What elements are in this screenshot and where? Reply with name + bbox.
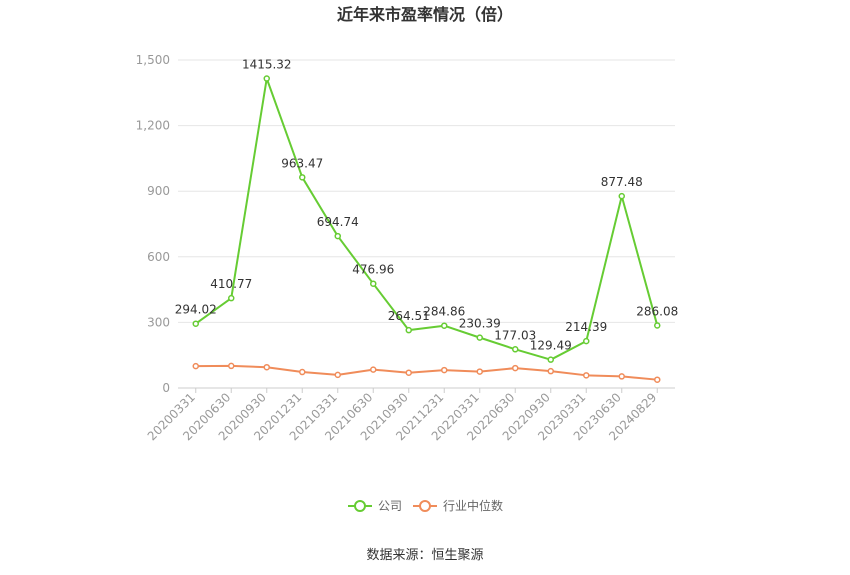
company-data-label: 294.02 xyxy=(175,303,217,317)
industry-data-point xyxy=(192,362,199,370)
y-tick-label: 1,500 xyxy=(136,53,170,67)
company-data-label: 1415.32 xyxy=(242,58,292,72)
company-data-point xyxy=(441,322,448,329)
company-data-point xyxy=(618,192,625,200)
industry-data-point xyxy=(618,373,625,380)
industry-data-point xyxy=(547,367,554,375)
industry-data-point xyxy=(476,368,483,375)
series-layer: 294.02 410.77 1415.32 963.47 694.74 476.96 264… xyxy=(175,58,678,383)
legend[interactable]: 公司 行业中位数 xyxy=(348,498,503,513)
company-data-point xyxy=(476,334,483,341)
company-data-point xyxy=(654,322,661,329)
company-data-label: 284.86 xyxy=(423,305,465,319)
y-tick-label: 0 xyxy=(162,381,170,395)
legend-industry-label: 行业中位数 xyxy=(443,498,503,513)
company-data-point xyxy=(299,174,306,181)
company-series-line xyxy=(195,77,659,361)
y-axis: 0 300 600 900 1,200 1,500 xyxy=(136,53,170,395)
y-tick-label: 600 xyxy=(147,250,170,264)
legend-company-marker xyxy=(354,500,366,512)
company-data-label: 877.48 xyxy=(601,175,643,189)
legend-item-industry[interactable]: 行业中位数 xyxy=(413,498,503,513)
company-data-label: 963.47 xyxy=(281,156,323,170)
y-tick-label: 900 xyxy=(147,184,170,198)
industry-data-point xyxy=(654,376,661,383)
industry-data-point xyxy=(583,372,590,379)
company-data-label: 177.03 xyxy=(494,328,536,342)
industry-data-point xyxy=(370,366,377,373)
industry-data-point xyxy=(334,371,341,379)
company-data-point xyxy=(547,356,554,363)
company-data-label: 264.51 xyxy=(388,309,430,323)
company-data-label: 230.39 xyxy=(459,317,501,331)
source-note: 数据来源：恒生聚源 xyxy=(366,548,483,563)
x-axis: 2020033120200630202009302020123120210331… xyxy=(145,388,659,443)
chart-title: 近年来市盈率情况（倍） xyxy=(337,5,513,24)
industry-data-point xyxy=(512,364,519,372)
company-data-point xyxy=(228,294,235,302)
company-data-point xyxy=(334,232,341,240)
grid xyxy=(178,59,675,389)
legend-industry-marker xyxy=(419,500,431,512)
company-data-label: 476.96 xyxy=(352,263,394,277)
industry-data-point xyxy=(405,369,412,376)
company-data-point xyxy=(370,280,377,287)
company-data-label: 129.49 xyxy=(530,339,572,353)
company-data-point xyxy=(512,346,519,353)
company-data-point xyxy=(405,326,412,334)
industry-data-point xyxy=(299,368,306,376)
y-tick-label: 1,200 xyxy=(136,119,170,133)
industry-series-line xyxy=(195,364,658,381)
y-tick-label: 300 xyxy=(147,315,170,329)
company-data-label: 694.74 xyxy=(317,215,359,229)
industry-data-point xyxy=(263,363,270,371)
company-data-point xyxy=(263,75,270,82)
legend-item-company[interactable]: 公司 xyxy=(348,499,402,513)
company-data-label: 286.08 xyxy=(636,304,678,318)
company-data-point xyxy=(192,320,199,327)
company-data-label: 410.77 xyxy=(210,277,252,291)
legend-company-label: 公司 xyxy=(378,499,402,513)
industry-data-point xyxy=(228,362,235,370)
industry-data-point xyxy=(441,366,448,374)
company-data-label: 214.39 xyxy=(565,320,607,334)
company-data-point xyxy=(583,337,590,345)
